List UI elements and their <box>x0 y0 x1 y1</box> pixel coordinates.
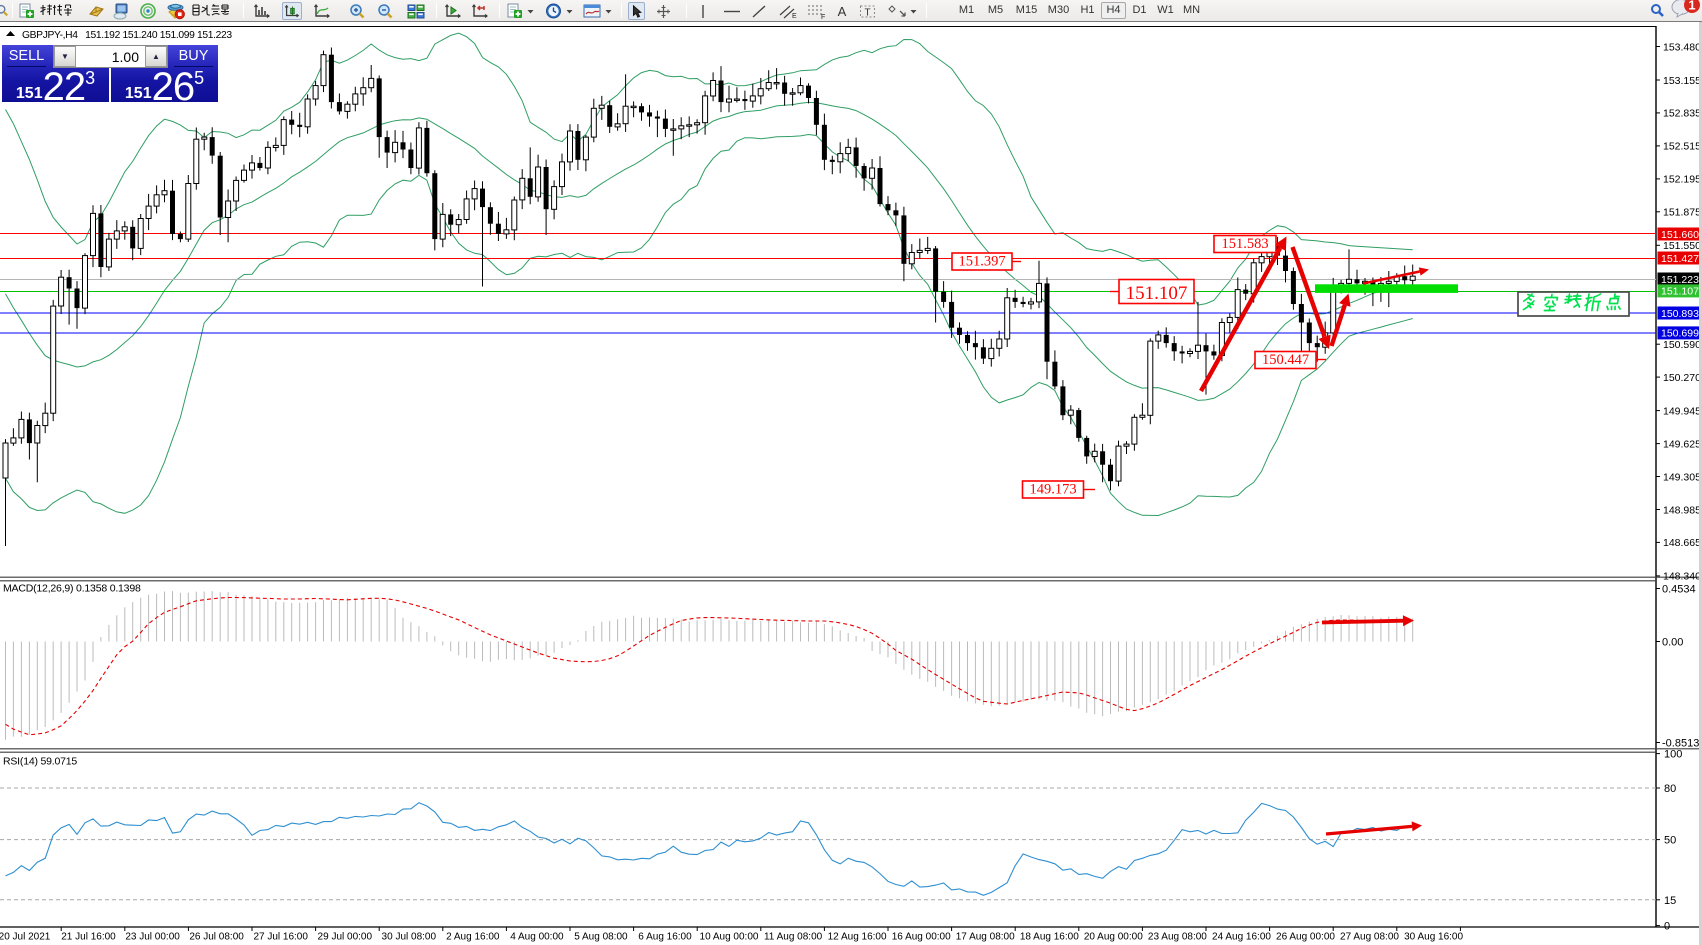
svg-text:15: 15 <box>1664 895 1676 907</box>
svg-text:E: E <box>792 13 797 20</box>
svg-text:18 Aug 16:00: 18 Aug 16:00 <box>1020 932 1079 943</box>
svg-text:23 Aug 08:00: 23 Aug 08:00 <box>1148 932 1207 943</box>
svg-text:-0.8513: -0.8513 <box>1662 738 1699 750</box>
svg-text:5 Aug 08:00: 5 Aug 08:00 <box>574 932 628 943</box>
svg-text:151.583: 151.583 <box>1221 236 1268 252</box>
svg-text:10 Aug 00:00: 10 Aug 00:00 <box>700 932 759 943</box>
svg-text:GBPJPY-,H4 151.192 151.240 1: GBPJPY-,H4 151.192 151.240 151.099 151.2… <box>22 30 232 41</box>
svg-text:0.00: 0.00 <box>1662 637 1683 649</box>
svg-text:24 Aug 16:00: 24 Aug 16:00 <box>1212 932 1271 943</box>
svg-text:6 Aug 16:00: 6 Aug 16:00 <box>638 932 692 943</box>
svg-text:4 Aug 00:00: 4 Aug 00:00 <box>510 932 564 943</box>
svg-text:153.480: 153.480 <box>1663 41 1701 53</box>
svg-text:23 Jul 00:00: 23 Jul 00:00 <box>125 932 180 943</box>
svg-text:148.665: 148.665 <box>1663 537 1701 549</box>
svg-text:151.107: 151.107 <box>1661 286 1699 298</box>
svg-text:151.660: 151.660 <box>1661 229 1699 241</box>
svg-text:12 Aug 16:00: 12 Aug 16:00 <box>828 932 887 943</box>
svg-text:152.515: 152.515 <box>1663 141 1701 153</box>
svg-text:149.625: 149.625 <box>1663 438 1701 450</box>
svg-text:150.447: 150.447 <box>1262 352 1309 368</box>
svg-text:27 Jul 16:00: 27 Jul 16:00 <box>253 932 308 943</box>
svg-text:20 Aug 00:00: 20 Aug 00:00 <box>1084 932 1143 943</box>
svg-text:A: A <box>838 4 847 19</box>
svg-text:21 Jul 16:00: 21 Jul 16:00 <box>61 932 116 943</box>
svg-text:151.875: 151.875 <box>1663 207 1701 219</box>
svg-text:151.223: 151.223 <box>1661 274 1699 286</box>
svg-text:149.305: 149.305 <box>1663 471 1701 483</box>
svg-text:150.590: 150.590 <box>1663 339 1701 351</box>
svg-text:80: 80 <box>1664 783 1676 795</box>
svg-text:T: T <box>864 7 870 18</box>
svg-text:30 Jul 08:00: 30 Jul 08:00 <box>382 932 437 943</box>
svg-text:16 Aug 00:00: 16 Aug 00:00 <box>892 932 951 943</box>
svg-text:30 Aug 16:00: 30 Aug 16:00 <box>1404 932 1463 943</box>
svg-text:26 Aug 00:00: 26 Aug 00:00 <box>1276 932 1335 943</box>
svg-text:RSI(14) 59.0715: RSI(14) 59.0715 <box>3 756 77 768</box>
svg-text:153.155: 153.155 <box>1663 75 1701 87</box>
svg-text:20 Jul 2021: 20 Jul 2021 <box>0 932 51 943</box>
svg-text:50: 50 <box>1664 835 1676 847</box>
svg-text:11 Aug 08:00: 11 Aug 08:00 <box>764 932 823 943</box>
svg-text:29 Jul 00:00: 29 Jul 00:00 <box>318 932 373 943</box>
svg-text:1: 1 <box>1688 0 1695 12</box>
svg-text:MACD(12,26,9) 0.1358 0.1398: MACD(12,26,9) 0.1358 0.1398 <box>3 583 141 595</box>
svg-text:F: F <box>821 14 825 20</box>
svg-text:0.4534: 0.4534 <box>1662 584 1696 596</box>
svg-text:151.550: 151.550 <box>1663 240 1701 252</box>
svg-text:149.173: 149.173 <box>1029 482 1076 498</box>
svg-text:150.699: 150.699 <box>1661 328 1699 340</box>
svg-text:152.835: 152.835 <box>1663 108 1701 120</box>
svg-text:17 Aug 08:00: 17 Aug 08:00 <box>956 932 1015 943</box>
svg-text:151.397: 151.397 <box>958 254 1005 270</box>
svg-text:150.270: 150.270 <box>1663 372 1701 384</box>
svg-text:26 Jul 08:00: 26 Jul 08:00 <box>189 932 244 943</box>
svg-text:0: 0 <box>1664 921 1670 933</box>
svg-text:148.985: 148.985 <box>1663 504 1701 516</box>
svg-text:150.893: 150.893 <box>1661 308 1699 320</box>
svg-text:152.195: 152.195 <box>1663 174 1701 186</box>
svg-text:27 Aug 08:00: 27 Aug 08:00 <box>1340 932 1399 943</box>
svg-text:148.340: 148.340 <box>1663 571 1701 583</box>
svg-text:151.427: 151.427 <box>1661 253 1699 265</box>
svg-text:2 Aug 16:00: 2 Aug 16:00 <box>446 932 500 943</box>
svg-text:100: 100 <box>1664 749 1682 761</box>
svg-text:149.945: 149.945 <box>1663 405 1701 417</box>
svg-text:151.107: 151.107 <box>1126 283 1188 304</box>
